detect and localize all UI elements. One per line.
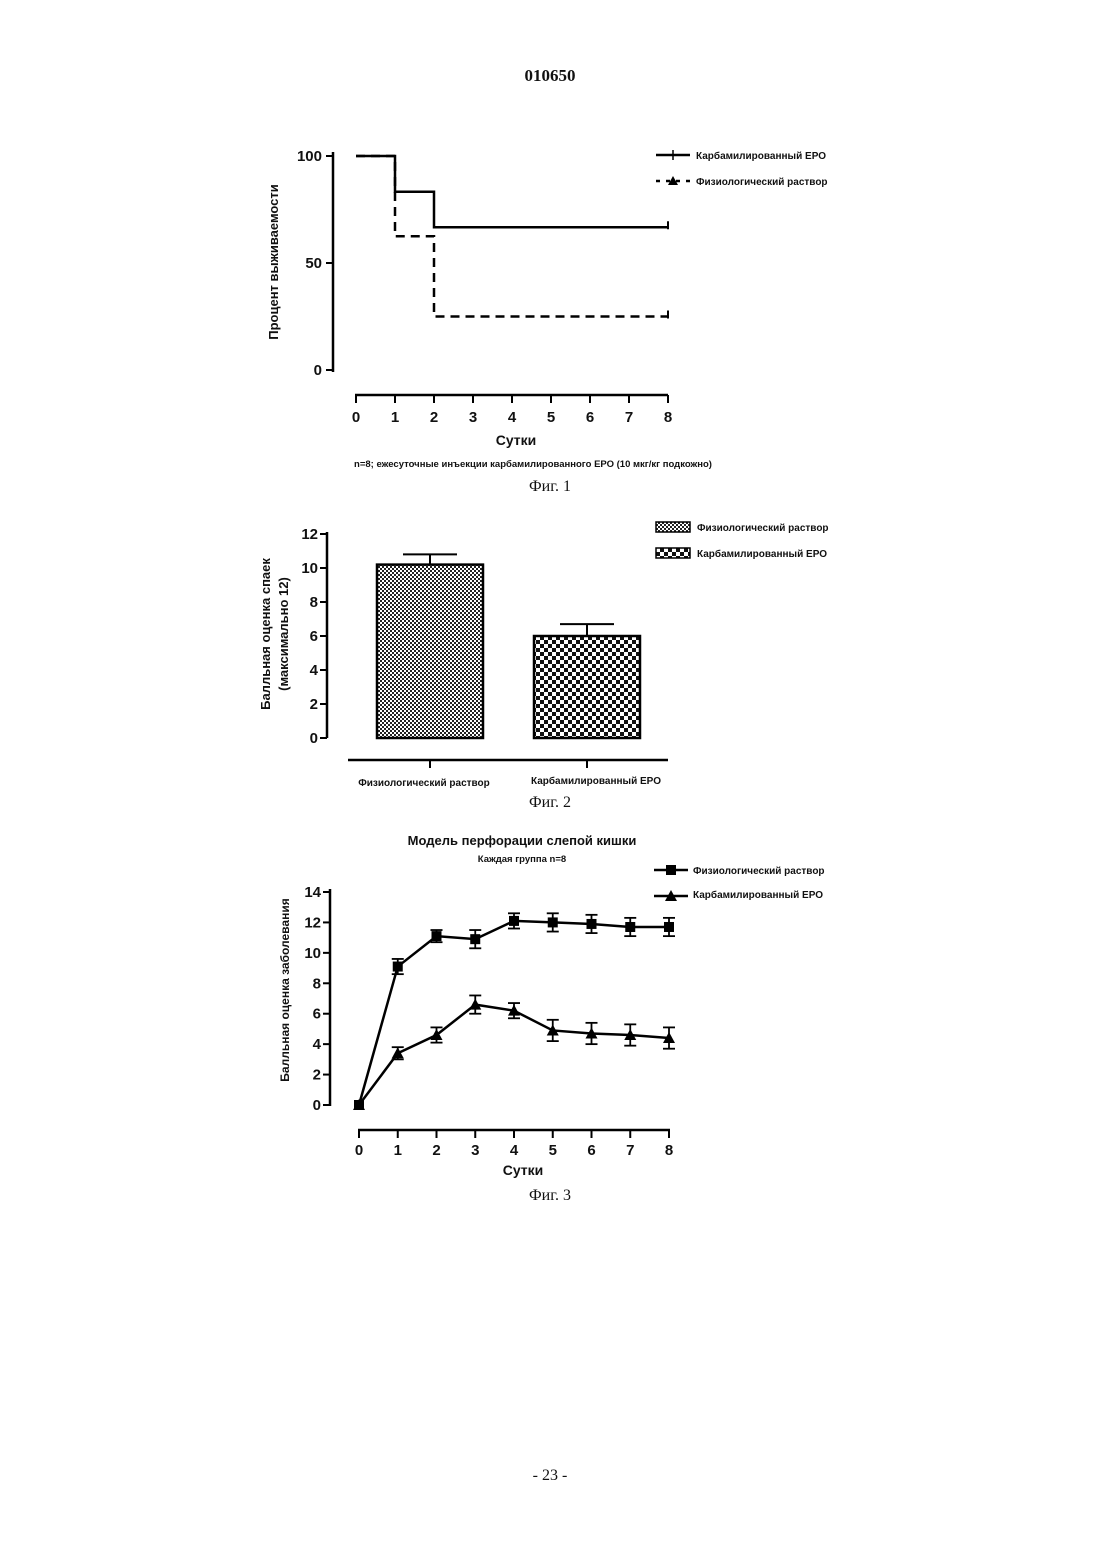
fig3-y-tick-label: 14 — [304, 884, 321, 901]
fig3-legend: Физиологический раствор Карбамилированны… — [654, 865, 825, 901]
fig3-y-tick-label: 8 — [313, 975, 321, 992]
fig3-y-tick-label: 12 — [304, 914, 321, 931]
fig3-y-ticks: 0 2 4 6 8 10 12 14 — [304, 884, 330, 1114]
fig3-x-axis-label: Сутки — [503, 1162, 544, 1178]
fig3-x-tick-label: 3 — [471, 1142, 479, 1159]
fig3-x-tick-label: 5 — [549, 1142, 557, 1159]
fig3-y-tick-label: 4 — [313, 1036, 322, 1053]
fig3-point-square — [664, 922, 674, 932]
fig3-legend-label-1: Физиологический раствор — [693, 866, 825, 877]
fig3-x-tick-label: 6 — [587, 1142, 595, 1159]
fig3-series — [353, 913, 675, 1110]
fig3-x-ticks: 0 1 2 3 4 5 6 7 8 — [355, 1130, 673, 1159]
figure-3-line-chart: Модель перфорации слепой кишки Каждая гр… — [0, 0, 1100, 1210]
fig3-y-tick-label: 6 — [313, 1006, 321, 1023]
fig3-x-tick-label: 8 — [665, 1142, 673, 1159]
fig3-legend-square-icon — [666, 865, 676, 875]
fig3-point-square — [625, 922, 635, 932]
fig3-x-tick-label: 7 — [626, 1142, 634, 1159]
fig3-x-tick-label: 2 — [432, 1142, 440, 1159]
fig3-title: Модель перфорации слепой кишки — [408, 833, 637, 848]
fig3-point-square — [393, 962, 403, 972]
fig3-y-axis-label: Балльная оценка заболевания — [278, 898, 292, 1081]
fig3-point-triangle — [392, 1047, 404, 1058]
fig3-point-square — [587, 919, 597, 929]
fig3-x-tick-label: 0 — [355, 1142, 363, 1159]
fig3-x-tick-label: 4 — [510, 1142, 519, 1159]
page-number: - 23 - — [0, 1467, 1100, 1485]
fig3-x-tick-label: 1 — [394, 1142, 402, 1159]
fig3-point-square — [548, 917, 558, 927]
fig3-point-square — [470, 934, 480, 944]
fig3-legend-label-2: Карбамилированный ЕРО — [693, 889, 823, 901]
fig3-y-tick-label: 2 — [313, 1067, 321, 1084]
fig3-y-tick-label: 10 — [304, 945, 321, 962]
fig3-caption: Фиг. 3 — [529, 1187, 571, 1204]
fig3-subtitle: Каждая группа n=8 — [478, 854, 566, 865]
fig3-point-square — [432, 931, 442, 941]
fig3-series-line-carbamylated-epo — [359, 1005, 669, 1105]
fig3-point-square — [509, 916, 519, 926]
fig3-y-tick-label: 0 — [313, 1097, 321, 1114]
